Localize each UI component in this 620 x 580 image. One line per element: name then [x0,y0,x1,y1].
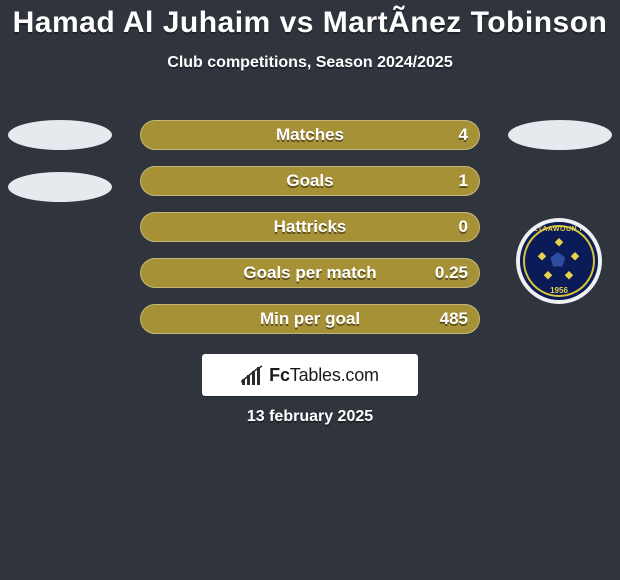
stat-row-goals: Goals 1 ALTAAWOUN FC ⬟ 1956 [0,166,620,212]
stat-bar [140,212,480,242]
player2-avatar-placeholder [508,120,612,150]
stat-rows: Matches 4 Goals 1 ALTAAWOUN FC ⬟ [0,120,620,350]
stat-bar [140,120,480,150]
player1-avatar-placeholder [8,120,112,150]
stat-row-goals-per-match: Goals per match 0.25 [0,258,620,304]
stat-row-min-per-goal: Min per goal 485 [0,304,620,350]
page-title: Hamad Al Juhaim vs MartÃ­nez Tobinson [0,0,620,40]
stat-bar [140,166,480,196]
comparison-infographic: Hamad Al Juhaim vs MartÃ­nez Tobinson Cl… [0,0,620,580]
watermark-bold: Fc [269,365,290,385]
watermark-inner: FcTables.com [241,365,379,386]
stat-row-hattricks: Hattricks 0 [0,212,620,258]
watermark: FcTables.com [202,354,418,396]
stat-row-matches: Matches 4 [0,120,620,166]
chart-icon [241,365,263,385]
player1-avatar-placeholder [8,172,112,202]
page-subtitle: Club competitions, Season 2024/2025 [0,54,620,72]
stat-bar [140,258,480,288]
stat-bar [140,304,480,334]
watermark-rest: Tables.com [290,365,379,385]
date-text: 13 february 2025 [0,408,620,426]
trendline-icon [241,365,263,385]
watermark-text: FcTables.com [269,365,379,386]
